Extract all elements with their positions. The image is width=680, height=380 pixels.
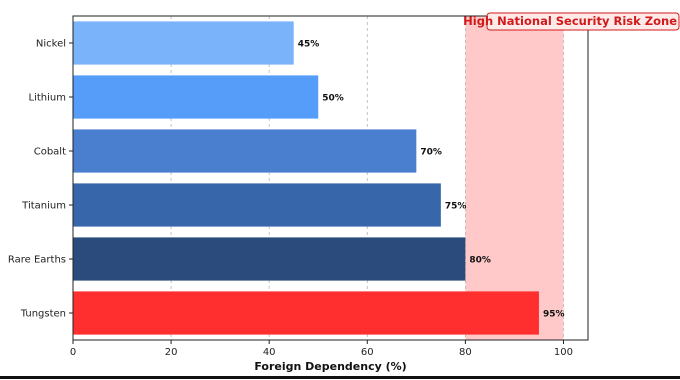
x-axis: 0 20 40 60 80 100 [70,340,573,358]
category-label: Nickel [36,39,66,50]
value-labels: 45% 50% 70% 75% 80% 95% [298,40,565,320]
x-tick-label: 100 [554,347,573,358]
bar [73,129,417,173]
value-label: 80% [469,256,491,266]
bar [73,237,466,281]
category-label: Cobalt [34,147,66,158]
category-labels: Nickel Lithium Cobalt Titanium Rare Earths Tu… [8,39,73,320]
x-tick-label: 0 [70,347,76,358]
risk-zone-label-box [486,12,680,31]
x-tick-label: 80 [459,347,472,358]
risk-zone-band [465,16,564,340]
bars [73,21,539,335]
x-tick-label: 40 [263,347,276,358]
value-label: 70% [420,148,442,158]
category-label: Titanium [21,201,66,212]
category-label: Rare Earths [8,255,66,266]
bottom-divider [0,376,680,379]
bar [73,21,294,65]
value-label: 75% [445,202,467,212]
risk-zone-legend: High National Security Risk Zone [463,12,680,31]
bar [73,183,441,227]
category-label: Tungsten [20,309,66,320]
x-axis-label: Foreign Dependency (%) [254,360,406,373]
value-label: 50% [322,94,344,104]
plot-frame [72,15,589,341]
value-label: 95% [543,310,565,320]
x-tick-label: 20 [165,347,178,358]
bar [73,291,539,335]
bar [73,75,319,119]
category-label: Lithium [29,93,66,104]
risk-zone-label: High National Security Risk Zone [463,14,677,28]
x-tick-label: 60 [361,347,374,358]
value-label: 45% [298,40,320,50]
